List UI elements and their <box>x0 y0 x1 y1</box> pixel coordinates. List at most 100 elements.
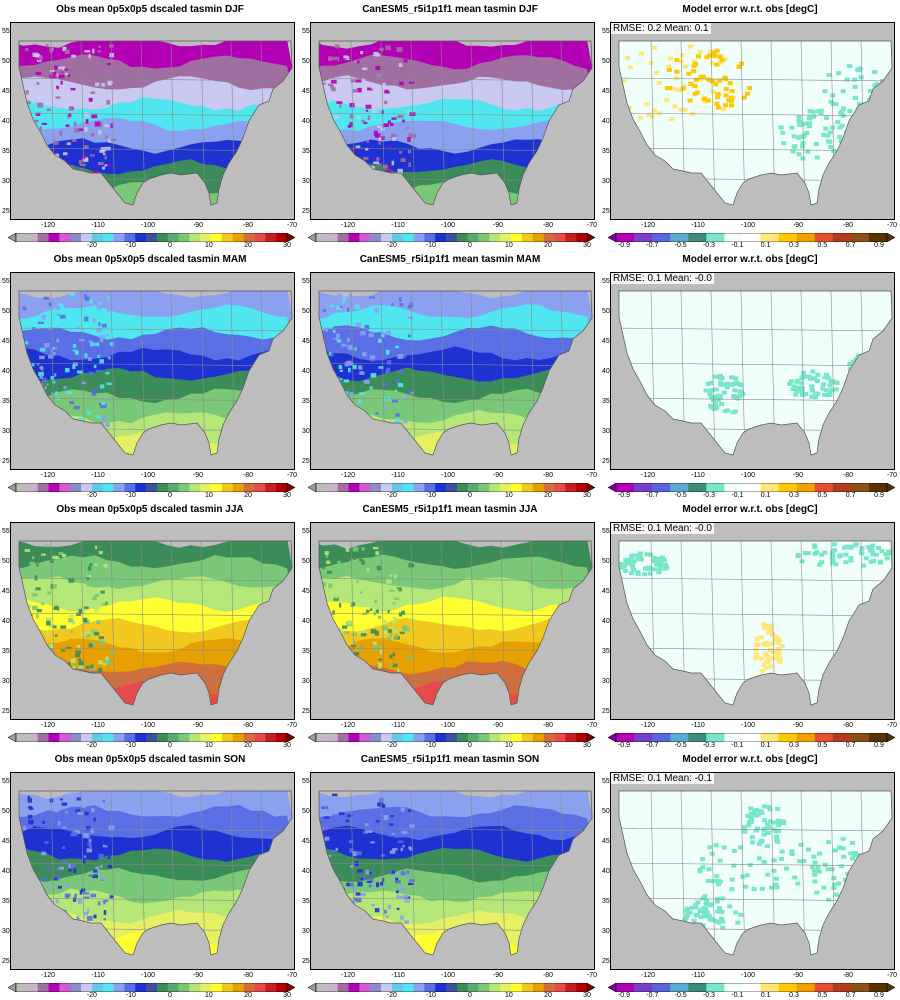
error-pixel <box>738 383 744 388</box>
error-pixel <box>834 892 840 897</box>
terrain-pixel <box>41 82 45 85</box>
terrain-pixel <box>108 825 115 831</box>
colorbar-swatch <box>435 483 447 492</box>
colorbar-swatch <box>113 733 125 742</box>
terrain-pixel <box>96 313 100 318</box>
colorbar-swatch <box>243 233 255 242</box>
colorbar-swatch <box>91 483 104 492</box>
error-pixel <box>826 376 832 381</box>
terrain-pixel <box>100 865 103 868</box>
terrain-pixel <box>325 554 328 558</box>
error-pixel <box>805 847 811 852</box>
terrain-pixel <box>30 386 36 390</box>
error-pixel <box>775 839 781 844</box>
terrain-pixel <box>53 877 58 881</box>
colorbar-swatch <box>435 983 447 992</box>
error-pixel <box>687 98 693 103</box>
colorbar-label: 10 <box>505 742 513 749</box>
terrain-pixel <box>351 602 356 607</box>
colorbar <box>8 233 295 242</box>
terrain-pixel <box>58 660 63 664</box>
state-border <box>319 677 592 682</box>
lat-tick: 50 <box>302 808 310 815</box>
terrain-pixel <box>358 365 363 370</box>
terrain-pixel <box>347 814 353 817</box>
terrain-pixel <box>36 609 42 613</box>
terrain-pixel <box>354 652 360 656</box>
terrain-pixel <box>109 342 114 347</box>
terrain-pixel <box>105 422 110 427</box>
error-pixel <box>847 64 853 69</box>
colorbar-swatch <box>200 483 212 492</box>
terrain-pixel <box>100 876 106 880</box>
terrain-pixel <box>97 355 100 359</box>
error-pixel <box>779 644 785 649</box>
terrain-pixel <box>325 151 329 154</box>
terrain-pixel <box>377 338 382 343</box>
obs-panel-jja: Obs mean 0p5x0p5 dscaled tasmin JJA 55 50… <box>0 500 300 750</box>
terrain-pixel <box>95 593 99 597</box>
terrain-pixel <box>102 599 106 605</box>
terrain-pixel <box>385 822 388 825</box>
colorbar-label: 0 <box>167 242 172 249</box>
terrain-pixel <box>77 899 83 904</box>
error-pixel <box>870 358 875 363</box>
colorbar-swatch <box>778 983 797 992</box>
terrain-pixel <box>99 359 104 364</box>
terrain-pixel <box>48 354 54 359</box>
terrain-pixel <box>358 670 362 676</box>
terrain-pixel <box>41 172 47 176</box>
error-pixel <box>853 894 859 899</box>
terrain-pixel <box>350 865 354 868</box>
terrain-pixel <box>98 816 105 822</box>
terrain-pixel <box>324 118 329 121</box>
error-pixel <box>869 363 875 368</box>
terrain-pixel <box>67 74 71 77</box>
terrain-pixel <box>328 368 332 371</box>
terrain-pixel <box>23 876 27 881</box>
colorbar-swatch <box>688 483 707 492</box>
terrain-pixel <box>391 59 394 64</box>
terrain-pixel <box>324 836 330 841</box>
error-pixel <box>851 118 857 123</box>
lat-tick: 45 <box>302 838 310 845</box>
terrain-pixel <box>95 415 101 419</box>
error-pixel <box>712 54 718 59</box>
terrain-pixel <box>393 629 398 633</box>
error-pixel <box>893 94 894 98</box>
terrain-pixel <box>390 663 394 667</box>
lon-tick: -80 <box>842 722 854 729</box>
terrain-pixel <box>388 904 391 910</box>
terrain-pixel <box>64 159 67 162</box>
terrain-pixel <box>366 139 370 143</box>
terrain-pixel <box>393 574 397 579</box>
terrain-pixel <box>403 920 409 924</box>
error-pixel <box>800 144 806 149</box>
lat-tick: 30 <box>602 428 610 435</box>
terrain-pixel <box>370 629 377 634</box>
error-pixel <box>682 107 688 112</box>
terrain-pixel <box>106 659 112 664</box>
terrain-pixel <box>75 653 81 657</box>
terrain-pixel <box>34 883 39 889</box>
terrain-pixel <box>46 867 50 871</box>
map-field <box>319 541 592 705</box>
error-pixel <box>852 883 858 888</box>
colorbar-swatch <box>814 233 834 242</box>
error-pixel <box>683 915 689 920</box>
terrain-pixel <box>324 551 329 555</box>
terrain-pixel <box>323 318 327 323</box>
colorbar-swatch <box>850 983 870 992</box>
colorbar-label: -10 <box>425 742 436 749</box>
lat-tick: 40 <box>602 868 610 875</box>
colorbar-swatch <box>670 983 689 992</box>
terrain-pixel <box>83 606 89 609</box>
lat-tick: 40 <box>2 118 10 125</box>
terrain-pixel <box>67 342 70 346</box>
error-pixel <box>704 55 710 60</box>
lon-tick: -70 <box>286 722 298 729</box>
lat-tick: 25 <box>602 208 610 215</box>
error-pixel <box>850 900 856 905</box>
colorbar-swatch <box>576 733 588 742</box>
error-pixel <box>720 919 726 924</box>
